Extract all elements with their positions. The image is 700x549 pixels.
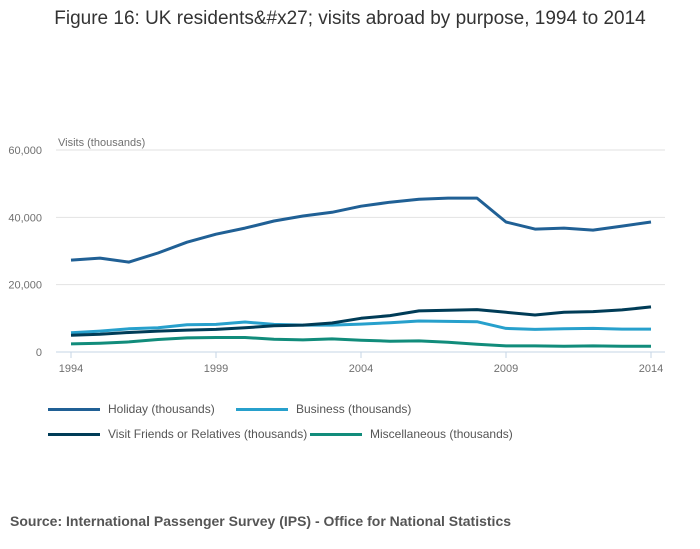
line-chart: 0 20,000 40,000 60,000 Visits (thousands) 199… (8, 137, 665, 375)
x-tick-label: 2014 (639, 363, 663, 375)
legend-item[interactable]: Miscellaneous (thousands) (310, 427, 513, 441)
x-tick-label: 2009 (494, 363, 518, 375)
series-line-miscellaneous (70, 336, 651, 348)
series-line-visit (70, 305, 652, 337)
legend-swatch (310, 432, 362, 436)
source-note: Source: International Passenger Survey (… (10, 513, 512, 529)
y-tick-label: 0 (36, 347, 42, 359)
legend-swatch (236, 407, 288, 411)
legend-label: Visit Friends or Relatives (thousands) (108, 427, 308, 441)
y-tick-label: 20,000 (8, 280, 42, 292)
legend-item[interactable]: Business (thousands) (236, 402, 411, 416)
legend-label: Business (thousands) (296, 402, 412, 416)
legend-swatch (48, 407, 100, 411)
y-tick-label: 40,000 (8, 212, 42, 224)
legend-swatch (48, 432, 100, 436)
series-line-business (70, 319, 651, 335)
legend-item[interactable]: Visit Friends or Relatives (thousands) (48, 427, 307, 441)
series-line-holiday (70, 196, 652, 264)
chart-title: Figure 16: UK residents&#x27; visits abr… (54, 8, 646, 29)
legend-item[interactable]: Holiday (thousands) (48, 402, 215, 416)
x-tick-label: 2004 (349, 363, 373, 375)
x-tick-label: 1999 (204, 363, 228, 375)
y-tick-label: 60,000 (8, 145, 42, 157)
x-tick-label: 1994 (59, 363, 83, 375)
legend-label: Holiday (thousands) (108, 402, 215, 416)
legend-label: Miscellaneous (thousands) (370, 427, 513, 441)
y-axis-label: Visits (thousands) (58, 137, 145, 149)
